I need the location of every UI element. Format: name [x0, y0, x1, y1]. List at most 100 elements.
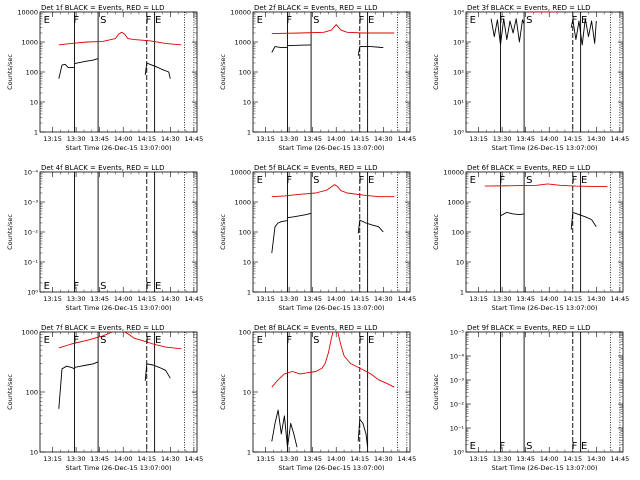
marker-label: S [526, 175, 532, 186]
panel-det8: Det 8f BLACK = Events, RED = LLD 1 10 100 13… [219, 324, 416, 472]
panel-det6: Det 6f BLACK = Events, RED = LLD 1 10 100 10… [432, 164, 629, 312]
marker-label: E [155, 281, 161, 292]
marker-label: F [146, 15, 152, 26]
x-tick-label: 13:30 [67, 295, 86, 303]
marker-label: E [44, 281, 50, 292]
y-tick-label: 10⁻¹ [450, 424, 465, 432]
plot-frame [465, 171, 624, 293]
y-tick-label: 10⁴ [453, 8, 464, 16]
x-tick-label: 13:30 [280, 295, 299, 303]
x-tick-label: 14:45 [184, 455, 203, 463]
y-tick-label: 10⁻⁵ [450, 328, 465, 336]
y-tick-label: 10⁻³ [450, 376, 465, 384]
series-lld-line [484, 183, 608, 187]
plot-frame [465, 11, 624, 133]
x-tick-label: 14:45 [184, 135, 203, 143]
x-tick-label: 14:30 [587, 295, 606, 303]
panel-title: Det 1f BLACK = Events, RED = LLD [41, 4, 164, 12]
plot-data [484, 183, 608, 230]
series-events-line [287, 44, 312, 47]
series-events-line [490, 18, 525, 46]
x-tick-label: 13:30 [67, 455, 86, 463]
series-events-line [144, 363, 171, 381]
marker-label: F [572, 441, 578, 452]
marker-label: F [286, 335, 292, 346]
x-axis-title: Start Time (26-Dec-15 13:07:00) [278, 464, 384, 472]
marker-label: S [100, 15, 106, 26]
panel-det1: Det 1f BLACK = Events, RED = LLD 1 10 100 10… [6, 4, 203, 152]
y-tick-label: 100 [26, 68, 38, 76]
x-tick-label: 14:15 [350, 295, 369, 303]
x-tick-label: 13:45 [90, 135, 109, 143]
x-tick-label: 13:30 [493, 295, 512, 303]
marker-label: E [581, 175, 587, 186]
x-tick-label: 14:00 [540, 455, 559, 463]
marker-label: E [470, 15, 476, 26]
y-axis-label: Counts/sec [6, 374, 14, 410]
x-tick-label: 13:45 [303, 295, 322, 303]
series-events-line [271, 220, 288, 254]
y-axis-label: Counts/sec [6, 54, 14, 90]
y-tick-label: 1000 [21, 328, 38, 336]
marker-label: E [155, 335, 161, 346]
x-tick-label: 13:15 [43, 455, 62, 463]
x-tick-label: 14:15 [563, 455, 582, 463]
y-tick-label: 10⁻² [450, 400, 465, 408]
x-tick-label: 14:30 [587, 455, 606, 463]
plot-frame [465, 331, 624, 453]
x-tick-label: 14:30 [587, 135, 606, 143]
x-tick-label: 14:30 [161, 295, 180, 303]
x-tick-label: 14:00 [327, 135, 346, 143]
x-tick-label: 14:30 [374, 135, 393, 143]
y-axis-label: Counts/sec [6, 214, 14, 250]
x-tick-label: 13:15 [469, 135, 488, 143]
x-tick-label: 13:30 [493, 455, 512, 463]
plot-frame [252, 331, 411, 453]
y-tick-label: 10⁻¹ [24, 258, 39, 266]
marker-label: E [257, 15, 263, 26]
marker-label: F [499, 175, 505, 186]
marker-label: F [73, 15, 79, 26]
panel-title: Det 3f BLACK = Events, RED = LLD [467, 4, 590, 12]
panel-title: Det 5f BLACK = Events, RED = LLD [254, 164, 377, 172]
marker-label: F [73, 335, 79, 346]
marker-label: E [368, 175, 374, 186]
panel-det2: Det 2f BLACK = Events, RED = LLD 1 10 100 10… [219, 4, 416, 152]
panel-det4: Det 4f BLACK = Events, RED = LLD 10⁰ 10⁻¹ 1… [6, 164, 203, 312]
y-tick-label: 1 [247, 448, 251, 456]
x-tick-label: 14:15 [137, 135, 156, 143]
marker-label: E [470, 441, 476, 452]
x-tick-label: 14:00 [114, 295, 133, 303]
x-tick-label: 14:15 [563, 135, 582, 143]
marker-label: E [581, 15, 587, 26]
panel-det7: Det 7f BLACK = Events, RED = LLD 10 100 100… [6, 324, 203, 472]
marker-label: F [572, 175, 578, 186]
x-tick-label: 13:45 [516, 135, 535, 143]
y-tick-label: 10 [30, 98, 38, 106]
marker-label: S [313, 15, 319, 26]
x-tick-label: 14:45 [610, 295, 629, 303]
y-tick-label: 1 [247, 288, 251, 296]
marker-label: E [368, 15, 374, 26]
marker-label: F [359, 175, 365, 186]
x-axis-title: Start Time (26-Dec-15 13:07:00) [65, 464, 171, 472]
marker-label: F [359, 15, 365, 26]
marker-label: F [286, 175, 292, 186]
series-lld-line [58, 332, 182, 350]
y-tick-label: 1 [460, 288, 464, 296]
y-tick-label: 10 [243, 98, 251, 106]
plot-data [58, 332, 182, 409]
x-axis-title: Start Time (26-Dec-15 13:07:00) [278, 144, 384, 152]
marker-label: S [313, 175, 319, 186]
series-events-line [357, 219, 384, 234]
x-axis-title: Start Time (26-Dec-15 13:07:00) [491, 464, 597, 472]
x-tick-label: 14:00 [327, 295, 346, 303]
marker-label: E [470, 175, 476, 186]
x-tick-label: 14:30 [374, 455, 393, 463]
marker-label: S [313, 335, 319, 346]
marker-label: S [100, 335, 106, 346]
x-tick-label: 13:15 [256, 455, 275, 463]
series-lld-line [58, 31, 182, 46]
x-tick-label: 14:00 [540, 295, 559, 303]
x-axis-title: Start Time (26-Dec-15 13:07:00) [278, 304, 384, 312]
